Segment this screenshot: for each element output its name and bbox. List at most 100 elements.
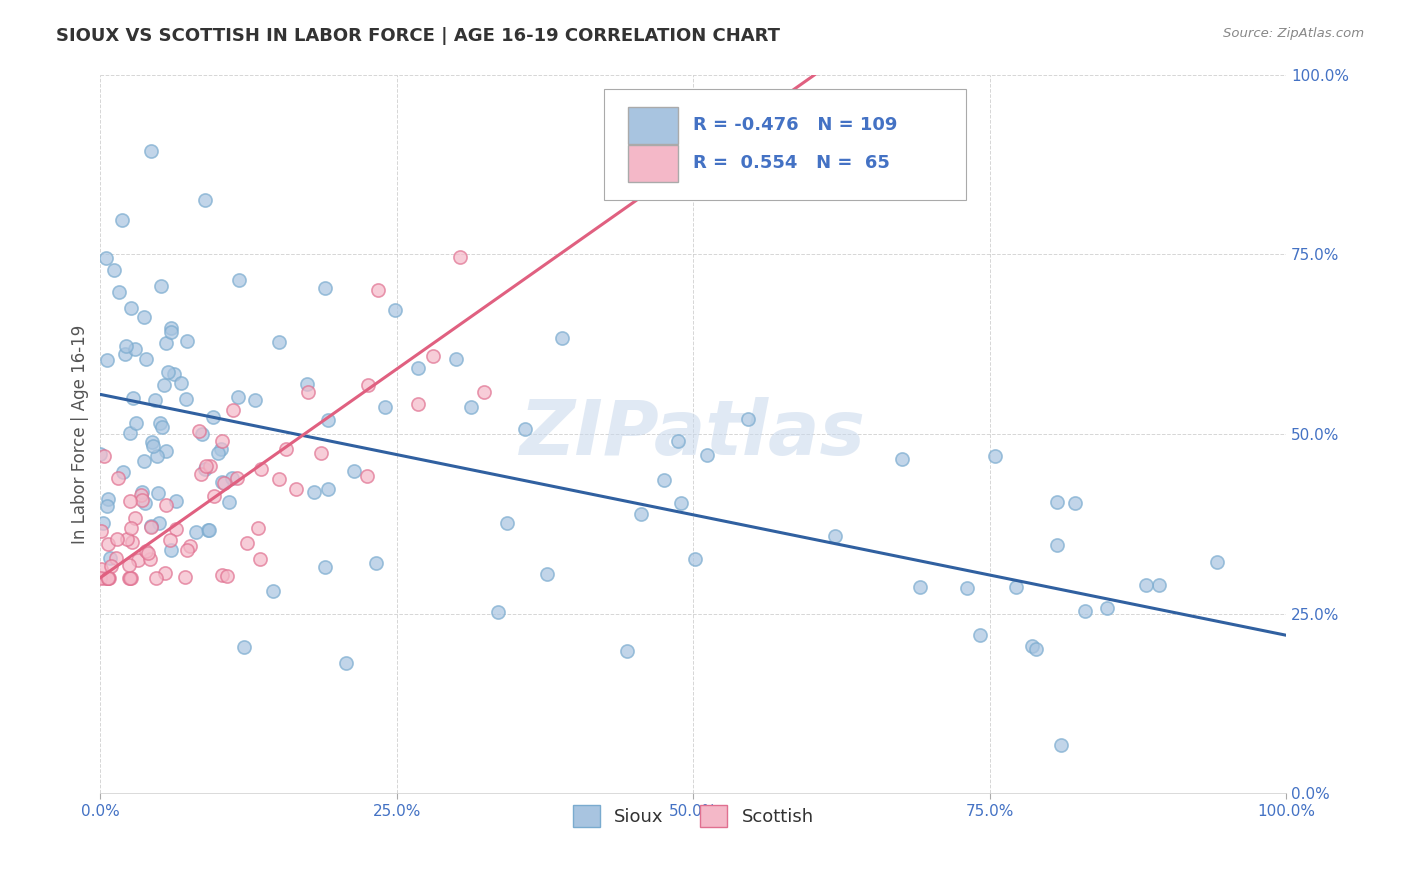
Text: R =  0.554   N =  65: R = 0.554 N = 65: [693, 154, 890, 172]
Point: [444, 351, 467, 366]
Y-axis label: In Labor Force | Age 16-19: In Labor Force | Age 16-19: [72, 325, 89, 543]
Point: [156, 365, 179, 379]
Point: [141, 520, 163, 534]
Point: [148, 516, 170, 531]
Point: [150, 419, 173, 434]
FancyBboxPatch shape: [628, 107, 678, 145]
Point: [406, 360, 429, 375]
Point: [198, 523, 221, 537]
Point: [194, 461, 217, 475]
Point: [685, 552, 707, 566]
Point: [112, 465, 135, 479]
Point: [202, 410, 225, 425]
Point: [96, 537, 118, 551]
Point: [197, 523, 219, 537]
Point: [114, 347, 136, 361]
Point: [356, 468, 378, 483]
Legend: Sioux, Scottish: Sioux, Scottish: [565, 798, 821, 835]
Point: [314, 560, 336, 574]
Point: [135, 543, 157, 558]
Point: [131, 487, 153, 501]
Point: [118, 558, 141, 572]
Point: [174, 570, 197, 584]
Point: [472, 384, 495, 399]
Point: [131, 485, 153, 500]
Point: [1025, 641, 1047, 656]
Point: [179, 540, 201, 554]
Text: Source: ZipAtlas.com: Source: ZipAtlas.com: [1223, 27, 1364, 40]
Point: [97, 571, 120, 585]
Point: [984, 449, 1007, 463]
Point: [1005, 580, 1028, 594]
Point: [149, 417, 172, 431]
Point: [176, 542, 198, 557]
Point: [221, 471, 243, 485]
Point: [1097, 600, 1119, 615]
Point: [96, 571, 118, 585]
Point: [93, 449, 115, 463]
Point: [209, 442, 232, 456]
Point: [195, 458, 218, 473]
FancyBboxPatch shape: [605, 89, 966, 201]
Point: [496, 516, 519, 530]
Point: [165, 522, 187, 536]
Point: [163, 367, 186, 381]
Point: [890, 452, 912, 467]
Point: [155, 498, 177, 512]
Point: [318, 482, 340, 496]
Point: [103, 263, 125, 277]
Point: [314, 281, 336, 295]
Point: [165, 494, 187, 508]
Text: ZIPatlas: ZIPatlas: [520, 397, 866, 471]
Point: [159, 542, 181, 557]
Point: [111, 213, 134, 227]
Point: [96, 499, 118, 513]
Point: [153, 378, 176, 392]
Point: [262, 583, 284, 598]
Point: [232, 640, 254, 655]
Point: [194, 193, 217, 207]
Point: [89, 571, 111, 585]
Point: [249, 461, 271, 475]
Point: [309, 446, 332, 460]
Point: [1206, 555, 1229, 569]
Point: [134, 453, 156, 467]
Point: [139, 552, 162, 566]
Point: [141, 435, 163, 450]
Text: R = -0.476   N = 109: R = -0.476 N = 109: [693, 116, 897, 134]
Point: [121, 535, 143, 549]
Point: [96, 353, 118, 368]
Point: [551, 331, 574, 345]
Point: [155, 335, 177, 350]
Point: [136, 546, 159, 560]
Point: [302, 485, 325, 500]
Point: [236, 536, 259, 550]
Point: [174, 392, 197, 407]
Point: [211, 434, 233, 449]
Point: [536, 566, 558, 581]
Point: [269, 334, 291, 349]
Point: [406, 397, 429, 411]
Point: [218, 495, 240, 509]
Point: [274, 442, 297, 456]
Point: [696, 448, 718, 462]
Point: [422, 349, 444, 363]
Text: SIOUX VS SCOTTISH IN LABOR FORCE | AGE 16-19 CORRELATION CHART: SIOUX VS SCOTTISH IN LABOR FORCE | AGE 1…: [56, 27, 780, 45]
Point: [1064, 496, 1087, 510]
Point: [124, 511, 146, 525]
Point: [384, 302, 406, 317]
Point: [170, 376, 193, 390]
Point: [1073, 604, 1095, 618]
Point: [159, 533, 181, 548]
Point: [449, 250, 471, 264]
Point: [247, 521, 270, 535]
Point: [97, 492, 120, 507]
Point: [120, 571, 142, 585]
Point: [956, 581, 979, 595]
Point: [132, 310, 155, 324]
Point: [228, 272, 250, 286]
Point: [188, 424, 211, 438]
Point: [93, 571, 115, 585]
Point: [1135, 577, 1157, 591]
Point: [143, 392, 166, 407]
